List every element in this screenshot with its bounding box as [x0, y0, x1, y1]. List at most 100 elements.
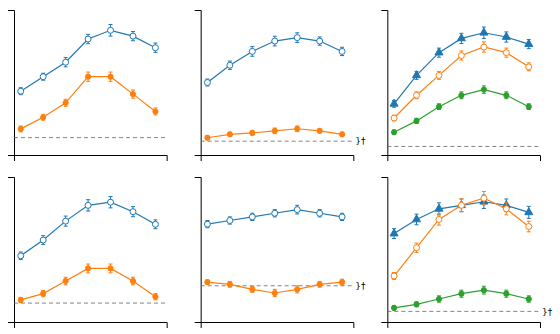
error-bar	[131, 207, 135, 217]
line	[394, 290, 529, 308]
marker	[130, 209, 136, 215]
error-bar	[273, 289, 277, 296]
plot-area	[387, 192, 540, 312]
y-axis	[195, 11, 202, 156]
error-bar	[318, 281, 322, 287]
error-bar	[109, 197, 113, 208]
error-bar	[41, 290, 45, 296]
error-bar	[109, 264, 113, 273]
error-bar	[415, 302, 419, 307]
marker	[18, 297, 23, 302]
marker	[63, 278, 68, 283]
marker	[504, 93, 509, 98]
axis-line	[15, 323, 168, 329]
error-bar	[228, 281, 232, 287]
y-axis	[381, 11, 388, 156]
marker	[339, 214, 345, 220]
marker	[391, 115, 397, 121]
error-bar	[527, 104, 531, 110]
marker	[40, 74, 46, 80]
error-bar	[64, 216, 68, 226]
marker	[249, 48, 255, 54]
marker	[481, 288, 486, 293]
marker	[340, 132, 345, 137]
marker	[525, 208, 533, 215]
marker	[153, 109, 158, 114]
marker	[272, 210, 278, 216]
error-bar	[205, 280, 209, 284]
marker	[414, 302, 419, 307]
error-bar	[19, 297, 23, 302]
error-bar	[437, 296, 441, 302]
error-bar	[295, 33, 299, 43]
axis-line	[8, 178, 15, 323]
marker	[152, 45, 158, 51]
error-bar	[504, 290, 508, 297]
marker	[227, 62, 233, 68]
y-axis	[195, 178, 202, 323]
error-bar	[392, 130, 396, 135]
axis-line	[15, 156, 168, 162]
error-bar	[86, 34, 90, 43]
marker	[436, 104, 441, 109]
marker	[108, 266, 113, 271]
marker	[435, 48, 443, 55]
error-bar	[153, 108, 157, 115]
error-bar	[205, 79, 209, 86]
error-bar	[459, 92, 463, 99]
marker	[85, 266, 90, 271]
axis-line	[381, 178, 388, 323]
panel	[8, 11, 167, 162]
marker	[295, 287, 300, 292]
marker	[391, 273, 397, 279]
error-bar	[41, 114, 45, 120]
panel: }†	[381, 178, 552, 329]
marker	[108, 199, 114, 205]
marker	[205, 135, 210, 140]
marker	[390, 99, 398, 106]
series	[204, 33, 345, 86]
error-bar	[205, 136, 209, 140]
plot-area	[14, 197, 167, 304]
marker	[18, 253, 24, 259]
error-bar	[273, 36, 277, 46]
marker	[63, 100, 68, 105]
panel: }†	[195, 178, 366, 329]
marker	[294, 207, 300, 213]
error-bar	[250, 213, 254, 220]
error-bar	[318, 37, 322, 45]
marker	[41, 291, 46, 296]
error-bar	[415, 118, 419, 123]
error-bar	[482, 86, 486, 93]
reference-line	[14, 137, 167, 138]
error-bar	[527, 63, 531, 71]
marker	[41, 115, 46, 120]
axis-line	[201, 156, 354, 162]
error-bar	[392, 272, 396, 279]
marker	[414, 118, 419, 123]
error-bar	[295, 126, 299, 132]
series	[204, 205, 345, 227]
series	[391, 42, 532, 121]
axis-line	[195, 178, 202, 323]
line	[394, 202, 529, 234]
error-bar	[318, 129, 322, 133]
error-bar	[228, 132, 232, 136]
panel	[8, 178, 167, 329]
marker	[391, 305, 396, 310]
plot-area	[201, 205, 354, 296]
x-axis	[15, 156, 168, 162]
marker	[457, 34, 465, 41]
marker	[526, 104, 531, 109]
marker	[63, 59, 69, 65]
marker	[317, 210, 323, 216]
error-bar	[153, 43, 157, 52]
error-bar	[273, 210, 277, 217]
marker	[204, 80, 210, 86]
marker	[436, 296, 441, 301]
error-bar	[527, 296, 531, 302]
marker	[294, 35, 300, 41]
marker	[391, 130, 396, 135]
series	[205, 279, 345, 296]
error-bar	[131, 31, 135, 40]
